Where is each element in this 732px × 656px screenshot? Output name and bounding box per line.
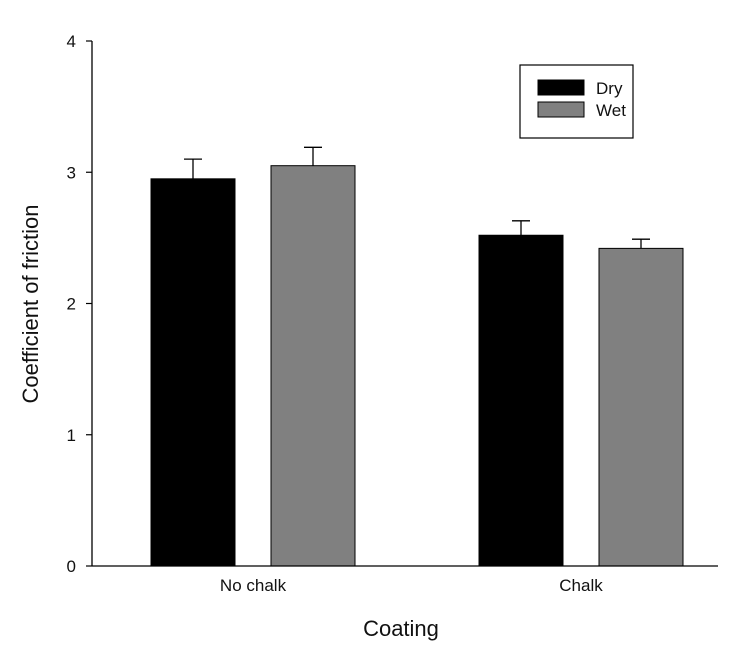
y-tick-label: 4 bbox=[67, 32, 76, 51]
legend-swatch-dry bbox=[537, 79, 585, 96]
x-category-label: No chalk bbox=[220, 576, 287, 595]
bar-wet-0 bbox=[270, 165, 356, 567]
bars-group bbox=[150, 165, 684, 567]
y-tick-label: 2 bbox=[67, 295, 76, 314]
y-axis-title: Coefficient of friction bbox=[18, 205, 43, 404]
legend: Dry Wet bbox=[519, 64, 634, 139]
y-ticks-group: 0 1 2 3 4 bbox=[67, 32, 92, 576]
x-category-label: Chalk bbox=[559, 576, 603, 595]
x-axis-title: Coating bbox=[363, 616, 439, 641]
x-categories-group: No chalk Chalk bbox=[220, 576, 603, 595]
legend-label-dry: Dry bbox=[596, 79, 623, 98]
error-bars-group bbox=[184, 146, 650, 249]
bar-dry-1 bbox=[478, 234, 564, 567]
y-tick-label: 3 bbox=[67, 163, 76, 182]
y-tick-label: 1 bbox=[67, 426, 76, 445]
y-tick-label: 0 bbox=[67, 557, 76, 576]
legend-label-wet: Wet bbox=[596, 101, 626, 120]
bar-wet-1 bbox=[598, 247, 684, 567]
legend-swatch-wet bbox=[537, 101, 585, 118]
bar-dry-0 bbox=[150, 178, 236, 567]
